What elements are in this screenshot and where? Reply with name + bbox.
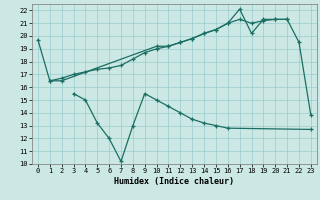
X-axis label: Humidex (Indice chaleur): Humidex (Indice chaleur) [115,177,234,186]
